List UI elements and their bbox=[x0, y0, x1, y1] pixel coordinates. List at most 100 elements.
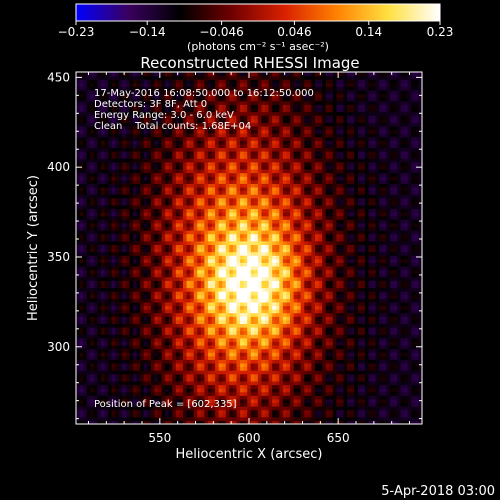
heatmap-cell bbox=[172, 373, 177, 378]
heatmap-cell bbox=[247, 133, 252, 138]
heatmap-cell bbox=[111, 305, 116, 310]
heatmap-cell bbox=[175, 305, 181, 310]
heatmap-cell bbox=[93, 100, 99, 105]
heatmap-cell bbox=[225, 140, 230, 145]
heatmap-cell bbox=[183, 230, 188, 235]
heatmap-cell bbox=[229, 291, 234, 296]
heatmap-cell bbox=[140, 240, 145, 246]
heatmap-cell bbox=[100, 362, 106, 368]
heatmap-cell bbox=[250, 97, 255, 102]
heatmap-cell bbox=[125, 230, 131, 235]
heatmap-cell bbox=[211, 136, 216, 141]
heatmap-cell bbox=[150, 406, 156, 411]
heatmap-cell bbox=[76, 190, 81, 195]
heatmap-cell bbox=[118, 248, 123, 253]
heatmap-cell bbox=[168, 115, 173, 120]
heatmap-cell bbox=[158, 323, 163, 328]
heatmap-cell bbox=[240, 283, 245, 289]
heatmap-cell bbox=[197, 305, 202, 310]
heatmap-cell bbox=[232, 168, 238, 174]
heatmap-cell bbox=[90, 222, 95, 228]
heatmap-cell bbox=[76, 226, 81, 231]
heatmap-cell bbox=[229, 251, 234, 256]
heatmap-cell bbox=[93, 294, 99, 299]
heatmap-cell bbox=[232, 316, 238, 321]
heatmap-cell bbox=[240, 226, 245, 231]
heatmap-cell bbox=[97, 373, 102, 378]
heatmap-cell bbox=[108, 276, 113, 281]
heatmap-cell bbox=[133, 312, 138, 317]
heatmap-cell bbox=[150, 107, 156, 113]
heatmap-cell bbox=[222, 72, 227, 77]
heatmap-cell bbox=[218, 334, 223, 339]
heatmap-cell bbox=[97, 168, 102, 174]
heatmap-cell bbox=[143, 125, 148, 131]
heatmap-cell bbox=[104, 413, 109, 418]
heatmap-cell bbox=[83, 140, 88, 145]
heatmap-cell bbox=[83, 186, 88, 192]
heatmap-cell bbox=[125, 258, 131, 263]
heatmap-cell bbox=[247, 136, 252, 141]
heatmap-cell bbox=[133, 219, 138, 224]
heatmap-cell bbox=[97, 269, 102, 274]
heatmap-cell bbox=[118, 147, 123, 152]
heatmap bbox=[76, 72, 422, 424]
heatmap-cell bbox=[140, 406, 145, 411]
heatmap-cell bbox=[125, 370, 131, 375]
heatmap-cell bbox=[147, 377, 152, 382]
heatmap-cell bbox=[190, 82, 195, 87]
heatmap-cell bbox=[204, 190, 209, 195]
heatmap-cell bbox=[240, 125, 245, 131]
heatmap-cell bbox=[90, 204, 95, 210]
heatmap-cell bbox=[147, 89, 152, 95]
heatmap-cell bbox=[175, 233, 181, 238]
colorbar-tick-label: −0.14 bbox=[129, 25, 166, 39]
heatmap-cell bbox=[165, 395, 170, 400]
heatmap-cell bbox=[240, 255, 245, 260]
heatmap-cell bbox=[222, 115, 227, 120]
heatmap-cell bbox=[179, 226, 184, 231]
heatmap-cell bbox=[204, 255, 209, 260]
heatmap-cell bbox=[250, 154, 255, 159]
heatmap-cell bbox=[161, 269, 166, 274]
heatmap-cell bbox=[100, 258, 106, 263]
heatmap-cell bbox=[168, 97, 173, 102]
heatmap-cell bbox=[97, 291, 102, 296]
heatmap-cell bbox=[83, 341, 88, 346]
heatmap-cell bbox=[76, 265, 81, 271]
heatmap-cell bbox=[111, 230, 116, 235]
heatmap-cell bbox=[147, 147, 152, 152]
heatmap-cell bbox=[225, 233, 230, 238]
heatmap-cell bbox=[250, 215, 255, 220]
heatmap-cell bbox=[118, 190, 123, 195]
heatmap-cell bbox=[147, 291, 152, 296]
heatmap-cell bbox=[229, 312, 234, 317]
heatmap-cell bbox=[254, 172, 259, 177]
heatmap-cell bbox=[193, 100, 198, 105]
heatmap-cell bbox=[186, 312, 191, 317]
heatmap-cell bbox=[143, 136, 148, 141]
heatmap-cell bbox=[200, 244, 206, 249]
heatmap-cell bbox=[186, 370, 191, 375]
heatmap-cell bbox=[172, 269, 177, 274]
heatmap-cell bbox=[207, 384, 213, 389]
heatmap-cell bbox=[76, 316, 81, 321]
heatmap-cell bbox=[161, 107, 166, 113]
heatmap-cell bbox=[140, 154, 145, 159]
heatmap-cell bbox=[236, 129, 241, 134]
heatmap-cell bbox=[165, 168, 170, 174]
heatmap-cell bbox=[104, 291, 109, 296]
heatmap-cell bbox=[247, 312, 252, 317]
heatmap-cell bbox=[204, 262, 209, 267]
heatmap-cell bbox=[190, 258, 195, 263]
heatmap-cell bbox=[90, 312, 95, 317]
heatmap-cell bbox=[161, 183, 166, 188]
heatmap-cell bbox=[232, 377, 238, 382]
heatmap-cell bbox=[240, 276, 245, 281]
heatmap-cell bbox=[240, 197, 245, 202]
heatmap-cell bbox=[243, 413, 248, 418]
heatmap-cell bbox=[200, 161, 206, 166]
heatmap-cell bbox=[193, 133, 198, 138]
heatmap-cell bbox=[183, 93, 188, 98]
heatmap-cell bbox=[186, 111, 191, 116]
